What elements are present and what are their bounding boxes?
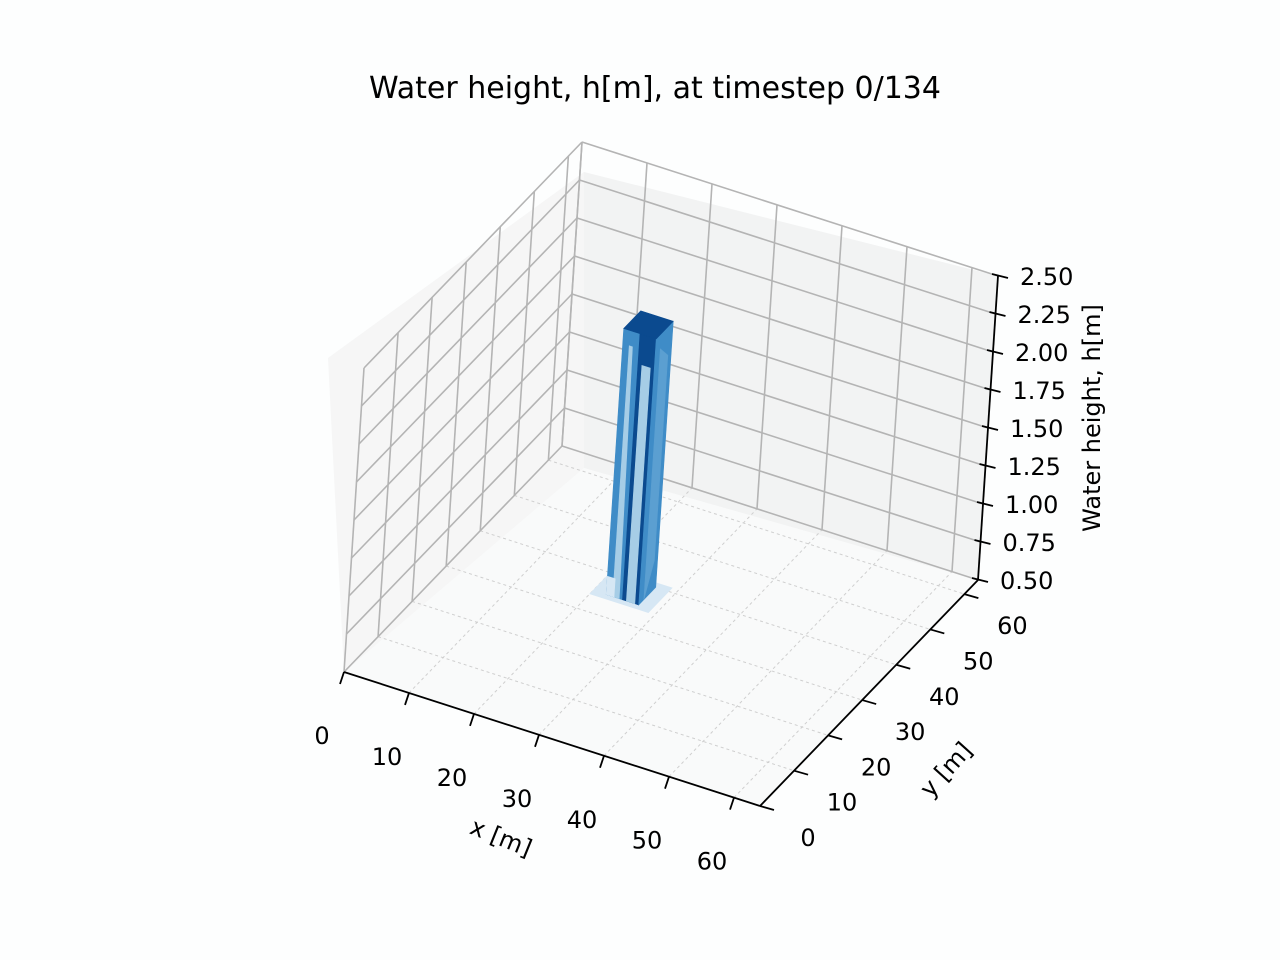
y-axis-label: y [m]: [914, 737, 978, 803]
y-tick-mark: [930, 628, 945, 635]
back-pane: [584, 172, 998, 580]
z-tick-mark: [991, 273, 1009, 279]
x-tick-mark: [729, 797, 735, 810]
chart-title: Water height, h[m], at timestep 0/134: [369, 71, 941, 106]
back-pane-gridline: [574, 255, 991, 391]
column-face-front-highlight: [612, 345, 633, 600]
z-axis-label: Water height, h[m]: [1078, 304, 1106, 532]
x-tick-mark: [404, 692, 410, 706]
x-tick-label: 40: [567, 806, 598, 834]
pane-edge: [561, 141, 583, 447]
column-top: [623, 310, 674, 340]
floor-gridline: [668, 550, 888, 778]
z-tick-label: 1.25: [1008, 453, 1061, 481]
x-tick-mark: [599, 755, 605, 769]
y-tick-label: 50: [963, 647, 994, 675]
z-tick-mark: [986, 349, 1004, 355]
tick-labels: 010203040506001020304050600.500.751.001.…: [314, 263, 1073, 876]
z-tick-mark: [981, 425, 999, 431]
floor-gridline: [480, 530, 897, 666]
z-tick-mark: [976, 501, 994, 507]
y-tick-label: 0: [800, 824, 815, 852]
x-tick-label: 10: [372, 743, 403, 771]
y-tick-mark: [827, 734, 843, 741]
left-pane-gridline: [343, 445, 563, 673]
axes: [339, 273, 1009, 811]
y-tick-label: 30: [895, 718, 926, 746]
z-tick-label: 1.50: [1010, 415, 1063, 443]
z-tick-label: 2.25: [1018, 301, 1071, 329]
y-tick-label: 40: [929, 683, 960, 711]
floor-gridline: [733, 571, 953, 798]
grid-lines: [343, 141, 999, 807]
floor-gridline: [411, 600, 829, 736]
floor-gridline: [473, 487, 693, 715]
z-tick-label: 0.50: [1000, 567, 1053, 595]
y-tick-label: 10: [827, 789, 858, 817]
x-tick-mark: [469, 713, 475, 727]
floor-gridline: [446, 565, 863, 701]
z-tick-mark: [989, 311, 1006, 317]
column-face-side-shade: [643, 348, 669, 600]
y-tick-label: 60: [997, 612, 1028, 640]
column-foot: [605, 575, 616, 598]
z-tick-mark: [971, 577, 989, 583]
x-tick-label: 50: [632, 827, 663, 855]
left-pane-gridline: [345, 407, 566, 635]
z-tick-mark: [974, 539, 991, 545]
floor-pane: [344, 468, 978, 806]
y-tick-mark: [896, 663, 911, 670]
y-tick-mark: [759, 805, 775, 811]
z-tick-mark: [984, 387, 1001, 393]
x-axis-line: [343, 671, 761, 807]
z-tick-label: 2.50: [1020, 263, 1073, 291]
x-tick-label: 60: [697, 848, 728, 876]
z-tick-label: 0.75: [1003, 529, 1056, 557]
z-tick-label: 2.00: [1015, 339, 1068, 367]
x-axis-label: x [m]: [466, 813, 536, 863]
y-tick-mark: [964, 593, 979, 599]
floor-gridline: [603, 529, 823, 757]
x-tick-mark: [664, 776, 670, 789]
y-tick-mark: [793, 769, 809, 776]
axis-panes: [328, 172, 998, 806]
floor-gridline: [538, 508, 758, 736]
z-tick-label: 1.75: [1013, 377, 1066, 405]
left-pane-gridline: [348, 369, 568, 597]
back-pane-gridline: [576, 217, 994, 353]
back-pane-gridline: [579, 179, 996, 315]
left-pane-gridline: [353, 293, 573, 521]
y-tick-label: 20: [861, 753, 892, 781]
floor-gridline: [377, 636, 795, 772]
back-pane-gridline: [581, 141, 999, 277]
x-tick-mark: [534, 734, 540, 748]
column-face-front-stripe: [626, 364, 651, 605]
left-pane-gridline: [363, 141, 583, 369]
x-tick-label: 30: [502, 785, 533, 813]
x-tick-label: 0: [314, 722, 329, 750]
x-tick-label: 20: [437, 764, 468, 792]
left-pane-gridline: [355, 255, 576, 483]
z-tick-label: 1.00: [1005, 491, 1058, 519]
water-surface: [589, 310, 674, 613]
left-pane-gridline: [358, 217, 578, 445]
left-pane-gridline: [350, 331, 571, 559]
x-tick-mark: [339, 671, 345, 685]
floor-gridline: [514, 494, 931, 630]
y-tick-mark: [861, 699, 877, 705]
y-axis-line: [759, 579, 979, 807]
left-pane-gridline: [360, 179, 581, 407]
z-tick-mark: [979, 463, 996, 469]
floor-gridline: [408, 466, 628, 694]
